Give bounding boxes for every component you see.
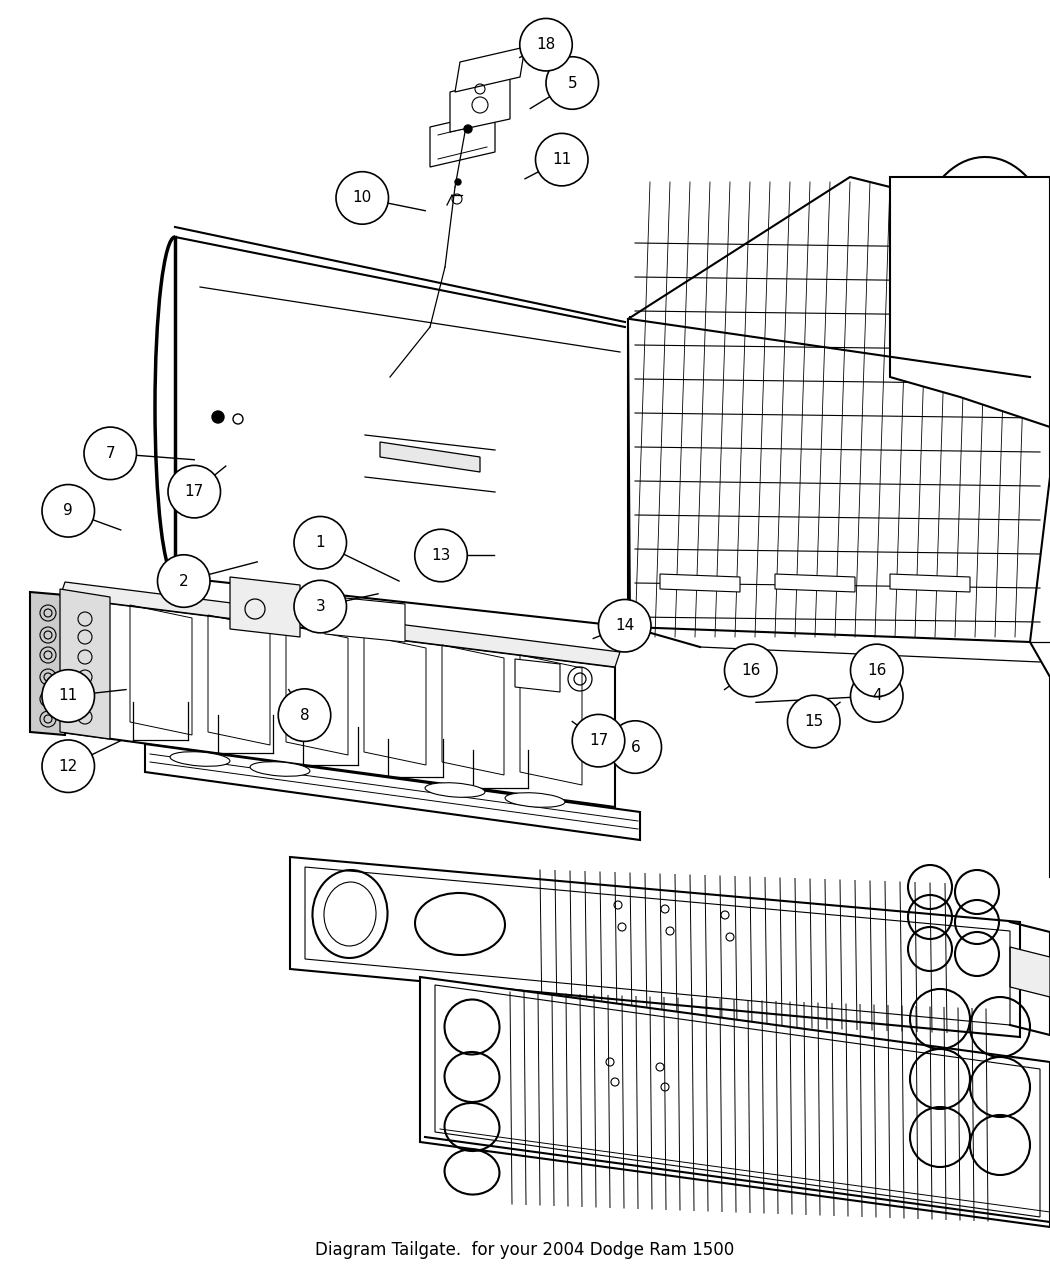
- Circle shape: [278, 688, 331, 742]
- Circle shape: [464, 125, 473, 133]
- Circle shape: [724, 644, 777, 697]
- Polygon shape: [290, 857, 1020, 1037]
- Circle shape: [84, 427, 136, 480]
- Text: 18: 18: [537, 37, 555, 52]
- Polygon shape: [60, 598, 615, 807]
- Circle shape: [168, 465, 220, 518]
- Polygon shape: [430, 112, 495, 167]
- Circle shape: [546, 56, 598, 110]
- Text: 4: 4: [872, 688, 882, 704]
- Circle shape: [294, 516, 346, 570]
- Circle shape: [42, 484, 94, 538]
- Text: 11: 11: [59, 688, 78, 704]
- Text: 16: 16: [867, 663, 886, 678]
- Polygon shape: [890, 573, 970, 593]
- Circle shape: [850, 644, 903, 697]
- Text: 16: 16: [741, 663, 760, 678]
- Polygon shape: [30, 593, 65, 736]
- Text: 12: 12: [59, 759, 78, 774]
- Circle shape: [572, 714, 625, 767]
- Polygon shape: [1010, 948, 1050, 997]
- Polygon shape: [450, 77, 510, 132]
- Circle shape: [42, 669, 94, 723]
- Text: 17: 17: [589, 733, 608, 748]
- Polygon shape: [380, 442, 480, 472]
- Text: 14: 14: [615, 618, 634, 633]
- Polygon shape: [455, 47, 525, 92]
- Circle shape: [42, 739, 94, 793]
- Text: 10: 10: [353, 190, 372, 206]
- Circle shape: [609, 720, 662, 774]
- Polygon shape: [60, 582, 619, 667]
- Polygon shape: [230, 577, 300, 637]
- Text: 7: 7: [105, 446, 116, 461]
- Text: 17: 17: [185, 484, 204, 499]
- Ellipse shape: [425, 783, 485, 797]
- Text: 8: 8: [299, 707, 310, 723]
- Polygon shape: [660, 573, 740, 593]
- Polygon shape: [514, 659, 560, 692]
- Circle shape: [158, 554, 210, 608]
- Polygon shape: [145, 744, 640, 840]
- Ellipse shape: [250, 761, 310, 776]
- Circle shape: [788, 695, 840, 748]
- Polygon shape: [775, 573, 855, 593]
- Circle shape: [336, 171, 388, 225]
- Text: 11: 11: [552, 152, 571, 167]
- Circle shape: [415, 529, 467, 582]
- Text: 15: 15: [804, 714, 823, 729]
- Ellipse shape: [170, 752, 230, 766]
- Circle shape: [850, 669, 903, 723]
- Polygon shape: [420, 977, 1050, 1227]
- Text: 9: 9: [63, 503, 74, 518]
- Circle shape: [598, 599, 651, 653]
- Circle shape: [212, 411, 224, 423]
- Circle shape: [455, 179, 461, 185]
- Text: 2: 2: [178, 573, 189, 589]
- Polygon shape: [628, 178, 1050, 642]
- Text: 1: 1: [315, 535, 326, 550]
- Polygon shape: [326, 596, 405, 642]
- Ellipse shape: [505, 793, 565, 807]
- Polygon shape: [60, 589, 110, 739]
- Circle shape: [294, 580, 346, 633]
- Text: 3: 3: [315, 599, 326, 614]
- Text: 5: 5: [567, 75, 578, 91]
- Text: 6: 6: [630, 739, 640, 755]
- Polygon shape: [890, 178, 1050, 427]
- Text: Diagram Tailgate.  for your 2004 Dodge Ram 1500: Diagram Tailgate. for your 2004 Dodge Ra…: [315, 1241, 735, 1259]
- Circle shape: [520, 18, 572, 72]
- Text: 13: 13: [432, 548, 450, 563]
- Circle shape: [536, 133, 588, 186]
